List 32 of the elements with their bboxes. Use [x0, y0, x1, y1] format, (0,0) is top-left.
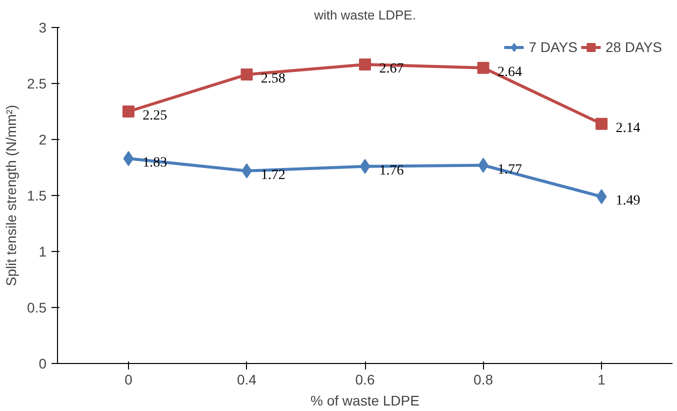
x-tick-label: 0.6 — [355, 372, 375, 388]
point — [240, 68, 253, 81]
point — [596, 189, 607, 204]
point — [359, 58, 371, 70]
x-tick-label: 0.8 — [474, 372, 494, 388]
data-label: 1.76 — [379, 163, 404, 178]
point — [477, 62, 490, 74]
y-tick-label: 3 — [38, 20, 47, 36]
x-tick-label: 0 — [124, 372, 133, 388]
y-tick-label: 2 — [38, 132, 47, 148]
y-axis-title: Split tensile strength (N/mm²) — [3, 104, 20, 286]
x-tick-label: 1 — [598, 372, 606, 388]
x-axis-title: % of waste LDPE — [310, 392, 420, 408]
legend-label: 7 DAYS — [528, 39, 578, 55]
data-label: 2.58 — [260, 72, 286, 87]
data-label: 2.25 — [142, 108, 168, 124]
data-label: 2.14 — [616, 120, 640, 136]
y-tick-label: 1 — [38, 244, 47, 260]
x-tick-label: 0.4 — [237, 372, 257, 388]
point — [596, 118, 608, 130]
data-label: 1.72 — [260, 168, 286, 183]
point — [360, 158, 370, 174]
data-label: 2.64 — [497, 64, 522, 80]
y-tick-label: 0 — [38, 356, 47, 372]
legend-label: 28 DAYS — [605, 39, 662, 55]
point — [123, 151, 134, 166]
y-tick-label: 1.5 — [27, 188, 47, 204]
y-tick-label: 2.5 — [27, 76, 47, 92]
data-label: 1.49 — [616, 194, 640, 209]
y-tick-label: 0.5 — [27, 300, 47, 316]
chart-title: with waste LDPE. — [313, 8, 416, 22]
point — [122, 106, 134, 118]
